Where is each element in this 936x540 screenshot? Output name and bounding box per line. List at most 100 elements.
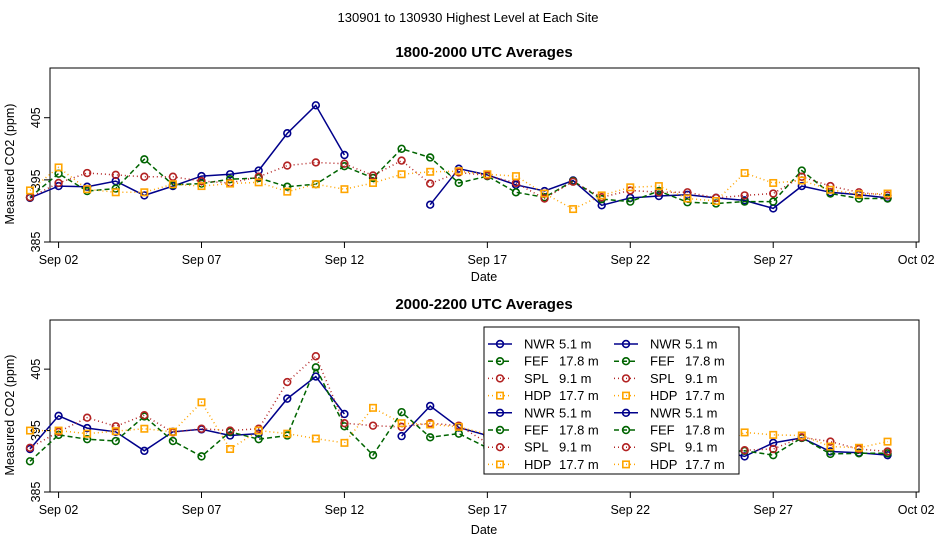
legend-marker xyxy=(621,443,631,452)
legend-height: 17.7 m xyxy=(685,457,725,472)
data-point xyxy=(283,187,292,196)
data-point xyxy=(197,182,206,191)
series-line xyxy=(29,354,888,455)
data-point xyxy=(283,394,292,403)
data-point xyxy=(569,205,578,214)
legend-marker xyxy=(621,408,631,417)
legend-marker xyxy=(495,408,505,417)
legend-name: FEF xyxy=(524,423,549,438)
data-point xyxy=(454,178,463,188)
data-point xyxy=(25,443,35,452)
data-point xyxy=(397,431,406,441)
data-point xyxy=(397,419,406,428)
data-point xyxy=(425,401,435,411)
data-point xyxy=(197,398,206,407)
legend-entry: FEF 17.8 m xyxy=(614,423,725,438)
data-point xyxy=(397,407,406,417)
legend-marker xyxy=(495,374,505,383)
plot-frame xyxy=(49,319,920,493)
data-point xyxy=(168,172,178,181)
data-point xyxy=(340,419,349,428)
data-point xyxy=(111,170,120,180)
data-point xyxy=(826,442,835,451)
data-point xyxy=(425,200,435,209)
chart-panel-top: 1800-2000 UTC Averages Date Measured CO2… xyxy=(3,44,935,284)
x-tick-label: Oct 02 xyxy=(898,503,935,517)
legend-height: 17.8 m xyxy=(559,354,599,369)
data-point xyxy=(225,170,235,179)
data-point xyxy=(854,190,863,199)
legend-marker xyxy=(621,425,631,435)
data-point xyxy=(83,185,92,194)
y-tick-label: 395 xyxy=(29,169,43,190)
x-tick-label: Sep 22 xyxy=(610,253,650,267)
legend-entry: NWR 5.1 m xyxy=(614,405,718,420)
legend-marker xyxy=(621,391,630,400)
data-point xyxy=(397,170,406,179)
data-point xyxy=(626,197,635,206)
y-tick-label: 405 xyxy=(29,107,43,128)
data-point xyxy=(340,422,349,431)
data-point xyxy=(82,168,92,178)
data-point xyxy=(683,194,692,203)
legend-name: HDP xyxy=(524,388,551,403)
data-point xyxy=(712,196,721,205)
legend-entry: SPL 9.1 m xyxy=(614,440,718,455)
x-tick-label: Sep 07 xyxy=(182,503,222,517)
data-point xyxy=(111,436,120,446)
data-point xyxy=(340,161,349,171)
data-point xyxy=(425,153,435,162)
data-point xyxy=(854,443,863,452)
data-point xyxy=(54,178,63,188)
data-point xyxy=(140,446,149,456)
data-point xyxy=(140,155,149,164)
series-spl xyxy=(25,352,892,459)
chart-title: 2000-2200 UTC Averages xyxy=(395,296,572,313)
x-tick-label: Sep 12 xyxy=(325,503,365,517)
legend-marker xyxy=(495,391,504,400)
data-point xyxy=(826,437,835,446)
data-point xyxy=(254,172,263,181)
x-axis-label: Date xyxy=(471,523,497,537)
legend-name: SPL xyxy=(524,371,549,386)
data-point xyxy=(283,429,292,438)
data-point xyxy=(254,178,263,187)
data-point xyxy=(426,420,435,429)
data-point xyxy=(340,150,349,160)
data-point xyxy=(426,167,435,176)
data-point xyxy=(797,181,806,191)
data-point xyxy=(82,413,92,422)
data-point xyxy=(254,426,263,435)
series-line xyxy=(29,365,888,462)
data-point xyxy=(283,129,292,138)
legend-height: 5.1 m xyxy=(559,337,592,352)
data-point xyxy=(311,158,321,167)
data-point xyxy=(454,422,463,431)
data-point xyxy=(82,434,92,444)
series-line xyxy=(29,159,888,200)
x-tick-label: Sep 07 xyxy=(182,253,222,267)
series-nwr xyxy=(25,101,892,213)
x-tick-label: Sep 17 xyxy=(468,503,508,517)
x-tick-label: Sep 17 xyxy=(468,253,508,267)
data-point xyxy=(511,172,520,181)
legend-entry: HDP 17.7 m xyxy=(488,457,599,472)
data-point xyxy=(369,403,378,412)
data-point xyxy=(54,411,63,421)
legend-entry: NWR 5.1 m xyxy=(614,337,718,352)
legend-name: SPL xyxy=(650,371,675,386)
legend-height: 9.1 m xyxy=(685,371,718,386)
legend-height: 5.1 m xyxy=(685,405,718,420)
data-point xyxy=(769,430,778,439)
legend-entry: SPL 9.1 m xyxy=(488,371,592,386)
legend-height: 17.7 m xyxy=(685,388,725,403)
data-point xyxy=(397,144,406,153)
data-point xyxy=(82,423,92,433)
y-tick-label: 385 xyxy=(29,482,43,503)
legend-height: 17.8 m xyxy=(685,354,725,369)
data-point xyxy=(797,431,806,440)
y-axis-label: Measured CO2 (ppm) xyxy=(3,104,17,225)
data-point xyxy=(568,177,578,186)
data-point xyxy=(168,427,177,436)
